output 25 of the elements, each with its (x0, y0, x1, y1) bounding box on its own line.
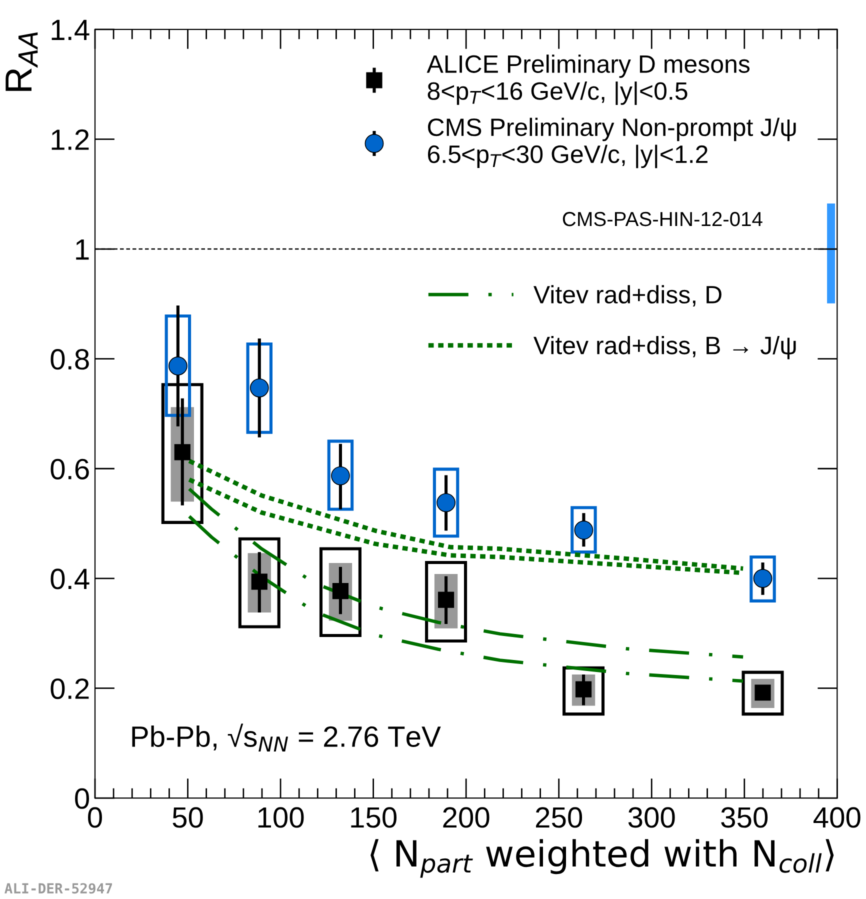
x-tick-label: 300 (628, 807, 675, 828)
x-tick-label: 100 (258, 807, 304, 828)
y-tick-label: 0.2 (50, 678, 89, 700)
y-tick-label: 1 (76, 240, 89, 260)
legend-label: ALICE Preliminary D mesons 8<p$_{T}$<16 GeV/c, |y|<0.5 (426, 54, 750, 105)
y-tick-label: 0.4 (50, 568, 90, 590)
y-tick-label: 1.2 (52, 129, 89, 150)
y-tick-label: 0 (75, 788, 89, 809)
x-tick-label: 250 (536, 807, 582, 828)
y-tick-label: 0.6 (50, 458, 89, 480)
x-tick-label: 200 (443, 807, 490, 828)
legend-label: Vitev rad+diss, D (534, 285, 722, 306)
y-tick-label: 0.8 (50, 349, 89, 370)
x-tick-label: 350 (721, 807, 768, 828)
x-tick-label: 50 (172, 807, 203, 828)
x-tick-label: 150 (351, 807, 397, 828)
legend-label: Vitev rad+diss, B → J/ψ (534, 336, 796, 360)
x-axis-title: ⟨ N$_{part}$ weighted with N$_{coll}$⟩ (370, 839, 834, 878)
y-axis-title: R$_{AA}$ (6, 32, 38, 91)
legend-label: CMS Preliminary Non-prompt J/ψ 6.5<p$_{T}$<30 GeV/c, |y|<1.2 (428, 118, 796, 168)
x-tick-label: 400 (814, 807, 860, 828)
annotation: CMS-PAS-HIN-12-014 (562, 212, 762, 226)
annotation: Pb-Pb, √s$_{NN}$ = 2.76 TeV (132, 724, 441, 752)
y-tick-label: 1.4 (52, 20, 90, 40)
text: ALI-DER-52947 (4, 883, 112, 894)
